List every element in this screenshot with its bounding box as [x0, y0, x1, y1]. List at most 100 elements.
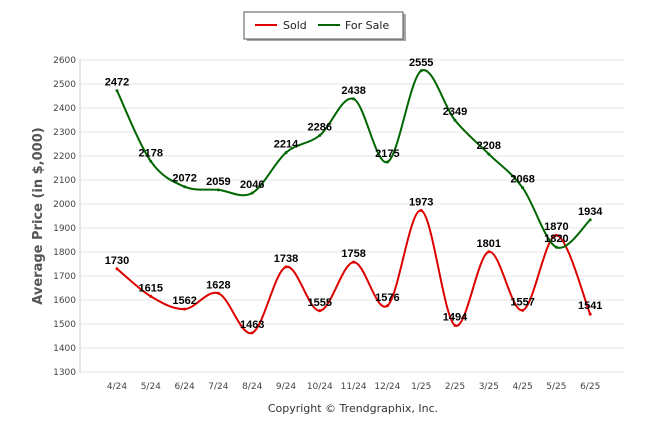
data-point [588, 218, 592, 222]
copyright-text: Copyright © Trendgraphix, Inc. [268, 402, 438, 415]
data-label: 2438 [341, 85, 365, 97]
y-tick-label: 2600 [53, 56, 76, 66]
data-label: 1801 [477, 238, 501, 250]
y-tick-label: 1500 [53, 320, 76, 330]
data-point [115, 267, 119, 271]
y-tick-label: 1900 [53, 224, 76, 234]
data-point [250, 191, 254, 195]
data-point [453, 118, 457, 122]
data-label: 2059 [206, 176, 230, 188]
y-tick-label: 2300 [53, 128, 76, 138]
x-tick-label: 6/25 [580, 382, 600, 392]
data-label: 2178 [139, 147, 163, 159]
data-point [115, 89, 119, 93]
data-point [183, 307, 187, 311]
data-label: 1738 [274, 253, 298, 265]
data-point [284, 151, 288, 155]
data-label: 1576 [375, 292, 399, 304]
data-point [183, 185, 187, 189]
y-tick-label: 2000 [53, 200, 76, 210]
x-tick-label: 11/24 [341, 382, 367, 392]
data-point [318, 133, 322, 137]
x-tick-label: 4/24 [107, 382, 127, 392]
data-label: 2286 [308, 121, 332, 133]
x-tick-label: 12/24 [374, 382, 400, 392]
x-tick-label: 10/24 [307, 382, 333, 392]
data-label: 1758 [341, 248, 365, 260]
data-label: 2072 [172, 173, 196, 185]
data-point [521, 186, 525, 190]
x-tick-label: 7/24 [208, 382, 228, 392]
legend: Sold For Sale [243, 11, 406, 41]
data-point [487, 250, 491, 254]
data-label: 1820 [544, 233, 568, 245]
data-label: 1973 [409, 196, 433, 208]
x-tick-label: 3/25 [479, 382, 499, 392]
legend-label-for-sale: For Sale [345, 19, 389, 32]
data-point [385, 304, 389, 308]
data-label: 1463 [240, 319, 264, 331]
data-point [149, 159, 153, 163]
data-label: 2472 [105, 77, 129, 89]
data-point [352, 260, 356, 264]
series-line-for-sale [116, 69, 591, 249]
y-tick-label: 2500 [53, 80, 76, 90]
data-point [318, 309, 322, 313]
y-axis-ticks: 1300 1400 1500 1600 1700 1800 1900 2000 2100 2200… [53, 56, 76, 378]
data-label: 1870 [544, 221, 568, 233]
x-tick-label: 1/25 [411, 382, 431, 392]
data-label: 1555 [308, 297, 332, 309]
data-point [554, 245, 558, 249]
data-label: 1541 [578, 300, 602, 312]
x-tick-label: 4/25 [512, 382, 532, 392]
data-label: 2175 [375, 148, 399, 160]
y-axis-label: Average Price (in $,000) [31, 127, 46, 304]
x-tick-label: 6/24 [174, 382, 194, 392]
data-point [419, 69, 423, 73]
x-tick-label: 8/24 [242, 382, 262, 392]
y-tick-label: 1400 [53, 344, 76, 354]
data-point [487, 152, 491, 156]
y-tick-label: 2200 [53, 152, 76, 162]
legend-label-sold: Sold [283, 19, 307, 32]
data-point [216, 188, 220, 192]
data-point [554, 233, 558, 237]
y-tick-label: 2400 [53, 104, 76, 114]
data-labels: 1730 1615 1562 1628 1463 1738 1555 1758 1576 1973… [105, 57, 604, 331]
data-point [250, 331, 254, 335]
y-tick-label: 1800 [53, 248, 76, 258]
y-tick-label: 2100 [53, 176, 76, 186]
x-tick-label: 9/24 [276, 382, 296, 392]
data-label: 1934 [578, 206, 603, 218]
x-tick-label: 2/25 [445, 382, 465, 392]
data-label: 2046 [240, 179, 264, 191]
gridlines [79, 59, 624, 373]
data-point [521, 308, 525, 312]
data-label: 2214 [274, 139, 299, 151]
data-label: 2349 [443, 106, 467, 118]
x-axis-ticks: 4/24 5/24 6/24 7/24 8/24 9/24 10/24 11/24 12/24 1… [107, 382, 600, 392]
data-label: 2555 [409, 57, 433, 69]
data-point [216, 291, 220, 295]
data-point [419, 208, 423, 212]
x-tick-label: 5/25 [546, 382, 566, 392]
data-point [588, 312, 592, 316]
data-point [352, 97, 356, 101]
data-label: 2208 [477, 140, 501, 152]
data-point [284, 265, 288, 269]
data-label: 2068 [510, 174, 534, 186]
series-lines [115, 69, 592, 335]
y-tick-label: 1700 [53, 272, 76, 282]
x-tick-label: 5/24 [141, 382, 161, 392]
data-point [453, 323, 457, 327]
data-label: 1730 [105, 255, 129, 267]
y-tick-label: 1300 [53, 368, 76, 378]
series-line-sold [116, 209, 592, 334]
data-point [385, 160, 389, 164]
data-label: 1557 [510, 296, 534, 308]
data-label: 1628 [206, 279, 230, 291]
data-label: 1615 [139, 282, 163, 294]
data-label: 1562 [172, 295, 196, 307]
data-point [149, 294, 153, 298]
